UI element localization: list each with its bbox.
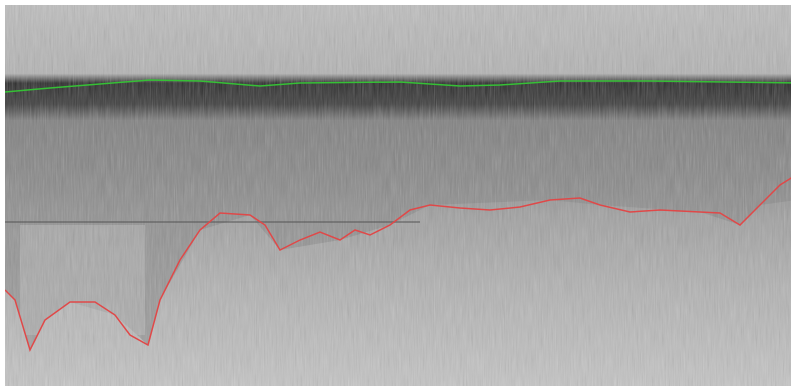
image-area xyxy=(5,5,791,386)
bed-line xyxy=(5,177,791,353)
texture xyxy=(5,5,791,386)
surface-line xyxy=(5,79,791,93)
